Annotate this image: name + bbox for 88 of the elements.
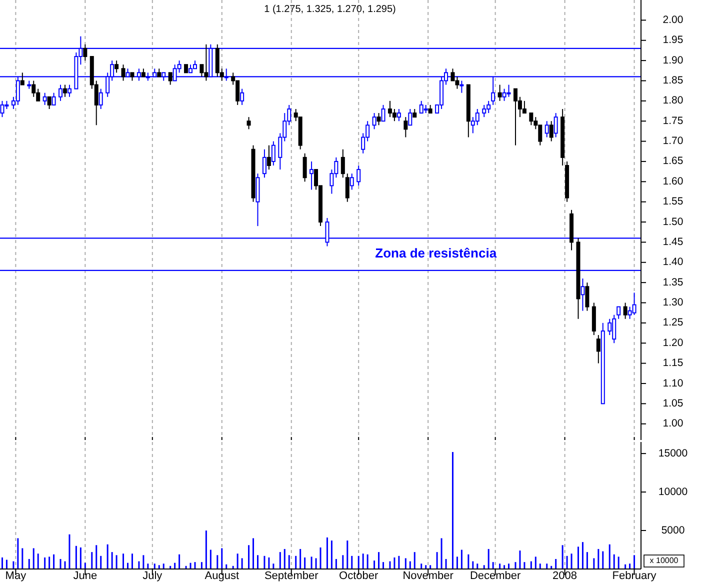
- candlestick: [404, 116, 408, 138]
- y-tick-label: 1.70: [662, 135, 684, 148]
- candlestick: [396, 108, 401, 122]
- y-tick-label: 1.40: [662, 256, 684, 268]
- candlestick: [450, 68, 455, 82]
- candlestick: [67, 84, 72, 98]
- candlestick: [121, 64, 126, 82]
- candlestick: [549, 120, 554, 142]
- candlestick: [506, 84, 511, 98]
- candlestick: [20, 72, 24, 86]
- candlestick: [498, 84, 502, 102]
- x-tick-label: September: [264, 570, 319, 582]
- candlestick: [83, 44, 88, 62]
- candlestick: [302, 152, 307, 182]
- y-tick-label: 1.65: [662, 155, 684, 168]
- candlestick: [460, 80, 464, 94]
- candlestick: [529, 112, 534, 126]
- candlestick: [522, 100, 526, 114]
- candlestick: [168, 72, 172, 86]
- y-tick-label: 1.45: [662, 236, 684, 248]
- candlestick: [616, 306, 621, 320]
- candlestick: [62, 84, 67, 98]
- candlestick: [356, 165, 361, 186]
- candlestick: [0, 100, 4, 118]
- annotation: Zona de resistência: [375, 246, 498, 261]
- candlestick: [608, 318, 612, 336]
- y-tick-label: 1.05: [662, 397, 684, 410]
- candlestick: [475, 108, 480, 126]
- candlestick: [52, 92, 56, 106]
- chart-title: 1 (1.275, 1.325, 1.270, 1.295): [264, 4, 396, 15]
- candlestick: [114, 60, 119, 74]
- y-tick-label: 1.85: [662, 74, 684, 87]
- y-tick-label: 1.95: [662, 34, 684, 46]
- candlestick: [246, 116, 251, 130]
- candlestick: [240, 88, 244, 106]
- candlestick: [585, 282, 590, 312]
- x-tick-label: August: [204, 570, 240, 582]
- y-tick-label: 1.20: [662, 336, 684, 349]
- y-tick-label: 1.55: [662, 196, 684, 208]
- candlestick: [200, 64, 204, 78]
- y-tick-label: 1.35: [662, 276, 684, 288]
- y-tick-label: 1.90: [662, 54, 684, 66]
- candlestick: [381, 104, 386, 122]
- y-tick-label: 15000: [658, 447, 688, 460]
- y-tick-label: 1.50: [662, 216, 684, 228]
- candlestick: [340, 148, 345, 178]
- candlestick: [482, 104, 486, 118]
- x-tick-label: May: [5, 570, 27, 582]
- candlestick: [623, 302, 628, 320]
- candlestick: [262, 148, 266, 178]
- candlestick: [47, 96, 52, 110]
- candlestick: [310, 160, 314, 190]
- candlestick: [372, 112, 376, 130]
- x-tick-label: December: [470, 570, 522, 582]
- y-tick-label: 1.75: [662, 114, 684, 127]
- candlestick: [392, 108, 396, 122]
- candlestick: [42, 92, 47, 106]
- y-tick-label: 1.25: [662, 316, 684, 329]
- candlestick: [271, 140, 276, 166]
- candlestick: [58, 84, 63, 102]
- x-tick-label: 2008: [552, 570, 578, 582]
- y-tick-label: 1.30: [662, 296, 684, 309]
- y-tick-label: 2.00: [662, 14, 684, 26]
- x-tick-label: November: [402, 570, 454, 582]
- y-tick-label: 1.10: [662, 377, 684, 390]
- candlestick: [98, 88, 103, 110]
- y-tick-label: 1.15: [662, 357, 684, 370]
- candlestick: [554, 112, 558, 138]
- candlestick: [266, 144, 271, 170]
- candlestick: [32, 80, 36, 98]
- candlestick: [350, 173, 354, 190]
- y-tick-label: 10000: [658, 486, 688, 498]
- x-tick-label: July: [142, 570, 163, 582]
- candlestick: [580, 278, 585, 312]
- y-tick-label: 1.80: [662, 94, 684, 107]
- candlestick: [544, 120, 549, 138]
- candlestick: [408, 108, 412, 126]
- candlestick: [596, 334, 600, 364]
- candlestick: [345, 173, 350, 202]
- y-tick-label: 1.60: [662, 175, 684, 188]
- x-tick-label: October: [339, 570, 378, 582]
- candlestick: [376, 112, 381, 126]
- y-tick-label: 5000: [661, 524, 685, 536]
- x-tick-label: June: [73, 570, 98, 582]
- y-axis-title: x 10000: [650, 556, 679, 566]
- candlestick: [632, 292, 636, 316]
- x-tick-label: February: [612, 570, 657, 582]
- y-tick-label: 1.00: [662, 418, 684, 430]
